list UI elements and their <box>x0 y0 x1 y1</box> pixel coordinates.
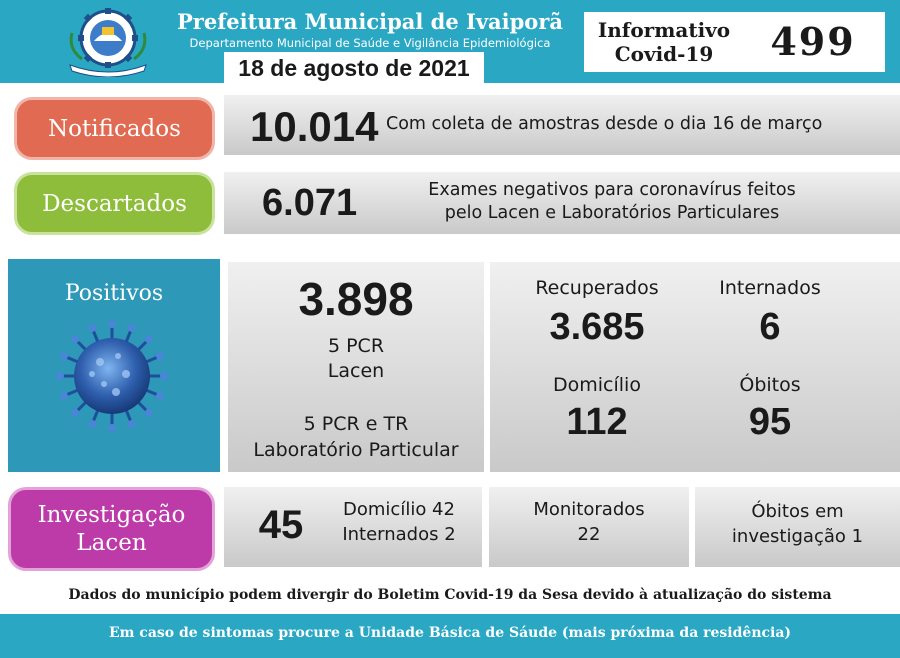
domicilio-value: 112 <box>566 401 628 443</box>
informativo-label: Informativo Covid-19 <box>597 18 731 66</box>
obitos-label: Óbitos <box>739 374 801 396</box>
monitorados-value: 22 <box>577 524 601 545</box>
internados-value: 6 <box>759 306 781 348</box>
investigacao-bar <box>224 487 482 567</box>
investigacao-value: 45 <box>258 503 304 547</box>
municipality-title: Prefeitura Municipal de Ivaiporã <box>177 9 563 34</box>
positivos-value: 3.898 <box>298 273 414 325</box>
obitos-value: 95 <box>748 401 792 443</box>
internados-label: Internados <box>719 277 821 299</box>
disclaimer-text: Dados do município podem divergir do Bol… <box>68 587 832 603</box>
coronavirus-icon <box>56 320 168 432</box>
notificados-bar <box>224 95 900 155</box>
positivos-detail-bar <box>228 262 484 472</box>
municipal-seal-icon <box>69 8 147 77</box>
stats-bar <box>490 262 900 472</box>
investigacao-label: Investigação Lacen <box>8 487 215 571</box>
positivos-lacen-count: 5 PCR <box>327 335 385 357</box>
positivos-particular-count: 5 PCR e TR <box>303 413 409 435</box>
department-subtitle: Departamento Municipal de Saúde e Vigilâ… <box>189 36 551 50</box>
notificados-value: 10.014 <box>250 103 379 150</box>
footer-text: Em caso de sintomas procure a Unidade Bá… <box>108 625 792 641</box>
investigacao-internados: Internados 2 <box>342 524 456 545</box>
footer-bar <box>0 614 900 658</box>
investigacao-domicilio: Domicílio 42 <box>343 499 455 520</box>
descartados-label: Descartados <box>14 172 215 235</box>
bulletin-date: 18 de agosto de 2021 <box>224 52 484 84</box>
recuperados-value: 3.685 <box>549 306 645 348</box>
positivos-label: Positivos <box>64 281 164 306</box>
notificados-description: Com coleta de amostras desde o dia 16 de… <box>386 114 823 134</box>
obitos-investigacao-line1: Óbitos em <box>751 501 844 522</box>
positivos-lacen-label: Lacen <box>327 360 385 382</box>
informativo-box: Informativo Covid-19 499 <box>584 12 885 72</box>
positivos-particular-label: Laboratório Particular <box>253 439 459 461</box>
domicilio-label: Domicílio <box>553 374 641 396</box>
recuperados-label: Recuperados <box>535 277 659 299</box>
descartados-value: 6.071 <box>262 182 358 224</box>
monitorados-bar <box>489 487 689 567</box>
obitos-investigacao-line2: investigação 1 <box>731 526 864 547</box>
obitos-investigacao-bar <box>695 487 900 567</box>
descartados-description: Exames negativos para coronavírus feitos… <box>428 180 796 223</box>
descartados-bar <box>224 172 900 234</box>
monitorados-label: Monitorados <box>533 499 645 520</box>
informativo-number: 499 <box>770 19 856 64</box>
notificados-label: Notificados <box>14 97 215 160</box>
